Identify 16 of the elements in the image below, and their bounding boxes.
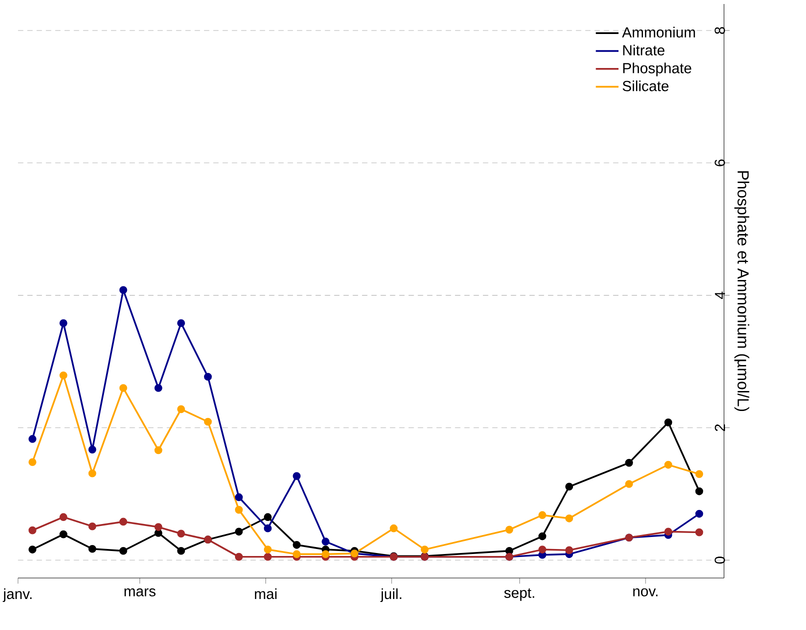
y-axis-title: Phosphate et Ammonium (µmol/L): [734, 171, 750, 412]
y-tick-label: 6: [714, 159, 725, 166]
y-tick-label: 8: [714, 27, 725, 34]
legend-label: Ammonium: [622, 26, 695, 38]
legend-label: Nitrate: [623, 44, 664, 56]
x-tick-label: juil.: [380, 588, 402, 602]
legend-label: Phosphate: [623, 62, 692, 76]
x-tick-label: nov.: [633, 588, 658, 596]
y-tick-label: 4: [714, 292, 725, 300]
legend-label: Silicate: [622, 80, 668, 92]
x-tick-label: sept.: [504, 588, 534, 601]
x-tick-label: mai: [254, 588, 277, 600]
y-tick-label: 2: [714, 424, 725, 432]
x-tick-label: janv.: [2, 588, 32, 602]
x-tick-label: mars: [124, 588, 156, 596]
y-tick-label: 0: [714, 556, 725, 564]
